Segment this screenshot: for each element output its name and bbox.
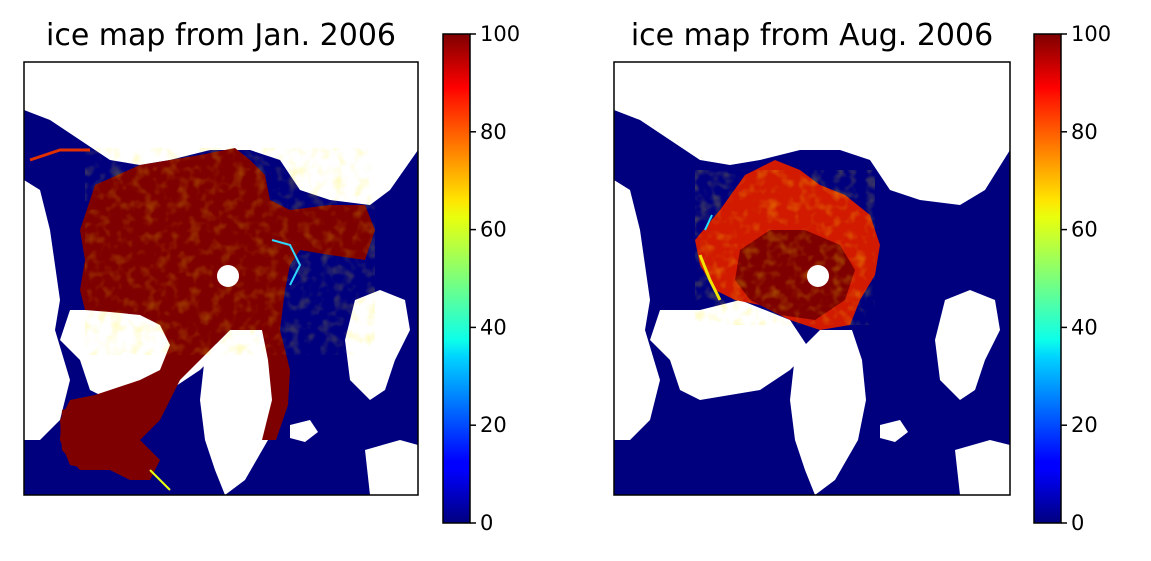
- colorbar-tick-label: 0: [480, 511, 493, 535]
- ice-texture: [85, 148, 375, 355]
- land-left-edge: [24, 180, 70, 440]
- colorbar-tick-label: 20: [1071, 413, 1098, 437]
- land-iceland: [880, 420, 908, 442]
- ice-map-august: [614, 62, 1010, 495]
- axes-frame-august: [613, 61, 1011, 496]
- land-northern-coast: [614, 62, 1010, 205]
- pole-hole: [217, 265, 239, 287]
- ice-texture: [695, 170, 875, 325]
- land-scandinavia: [365, 440, 418, 495]
- map-panel-january: ice map from Jan. 2006: [23, 18, 520, 535]
- land-iceland: [290, 420, 318, 442]
- ice-edge-yellow: [698, 254, 722, 301]
- sea-ice-hudson-bay: [60, 400, 140, 470]
- colorbar-frame: [1033, 33, 1062, 524]
- land-svalbard: [935, 290, 1000, 400]
- colorbar-tick-label: 60: [480, 218, 507, 242]
- colorbar-tick-label: 100: [480, 22, 520, 46]
- map-panel-august: ice map from Aug. 2006 0 20 40 60 80 100: [613, 18, 1111, 535]
- ice-edge-cyan: [704, 214, 713, 231]
- colorbar-gradient: [443, 34, 470, 523]
- colorbar-tick-label: 80: [480, 120, 507, 144]
- colorbar-january: 0 20 40 60 80 100: [442, 22, 520, 535]
- colorbar-tick-label: 20: [480, 413, 507, 437]
- land-svalbard: [345, 290, 410, 400]
- colorbar-tick-label: 40: [480, 315, 507, 339]
- ice-edge-north-coast: [29, 148, 90, 162]
- axes-frame-january: [23, 61, 419, 496]
- colorbar-tick-label: 60: [1071, 218, 1098, 242]
- ice-edge-yellow: [149, 469, 171, 491]
- land-greenland: [790, 330, 866, 495]
- pole-hole: [807, 265, 829, 287]
- land-northern-coast: [24, 62, 418, 205]
- chart-title-january: ice map from Jan. 2006: [46, 18, 396, 53]
- colorbar-august: 0 20 40 60 80 100: [1033, 22, 1111, 535]
- ice-edge-cyan: [271, 239, 302, 286]
- land-greenland: [200, 330, 276, 495]
- land-scandinavia: [955, 440, 1010, 495]
- colorbar-tick-label: 80: [1071, 120, 1098, 144]
- colorbar-frame: [442, 33, 471, 524]
- colorbar-tick-label: 40: [1071, 315, 1098, 339]
- ice-map-january: [24, 62, 418, 495]
- land-left-edge: [614, 180, 660, 440]
- chart-title-august: ice map from Aug. 2006: [631, 18, 993, 53]
- colorbar-tick-label: 100: [1071, 22, 1111, 46]
- land-archipelago: [650, 300, 810, 400]
- colorbar-tick-label: 0: [1071, 511, 1084, 535]
- colorbar-gradient: [1034, 34, 1061, 523]
